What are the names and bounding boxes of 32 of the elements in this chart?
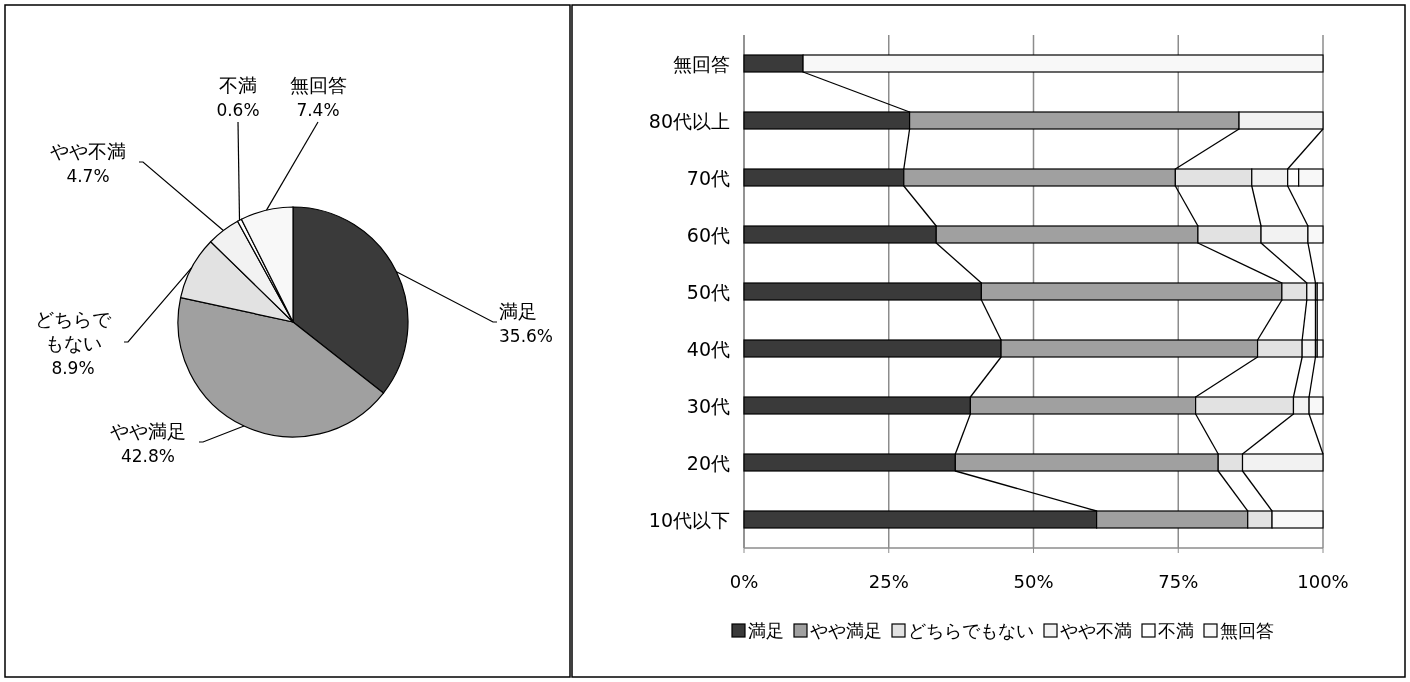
data-label: 4.7% [66,166,110,186]
data-label: 42.8% [120,446,176,466]
y-tick-label: 80代以上 [648,109,730,132]
y-tick-label: 50代 [686,280,730,303]
data-label: 0.6% [216,100,260,120]
slice-label: どちらでもない [35,308,112,354]
x-tick-label: 75% [1158,571,1199,592]
slice-label: 不満 [219,74,257,96]
y-tick-label: 40代 [686,337,730,360]
data-label: 7.4% [296,100,340,120]
y-tick-label: 60代 [686,223,730,246]
y-tick-label: 無回答 [673,52,730,75]
y-tick-label: 10代以下 [648,508,730,531]
legend-label: やや不満 [1060,620,1132,641]
x-tick-label: 100% [1297,571,1349,592]
x-tick-label: 0% [729,571,759,592]
legend-label: 満足 [748,620,784,641]
legend-label: どちらでもない [908,620,1034,641]
x-tick-label: 25% [868,571,909,592]
y-tick-label: 70代 [686,166,730,189]
legend-label: 無回答 [1220,620,1274,641]
slice-label: 満足 [499,300,537,322]
legend-label: やや満足 [810,620,882,641]
data-label: 35.6% [499,326,554,346]
x-tick-label: 50% [1013,571,1054,592]
slice-label: やや不満 [50,140,126,162]
legend-label: 不満 [1158,620,1194,641]
y-tick-label: 20代 [686,451,730,474]
y-tick-label: 30代 [686,394,730,417]
slice-label: 無回答 [289,74,347,96]
slice-label: やや満足 [110,420,186,442]
data-label: 8.9% [51,358,95,378]
